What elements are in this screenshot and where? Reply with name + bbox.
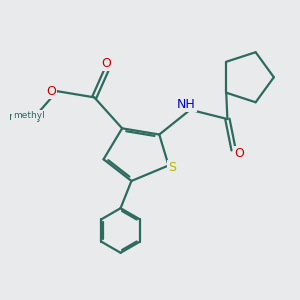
Text: O: O (46, 85, 56, 98)
Text: O: O (234, 147, 244, 160)
Text: methyl: methyl (13, 111, 44, 120)
Text: O: O (102, 57, 112, 70)
Text: methyl: methyl (9, 112, 45, 122)
Text: S: S (168, 160, 176, 173)
Text: NH: NH (177, 98, 196, 111)
